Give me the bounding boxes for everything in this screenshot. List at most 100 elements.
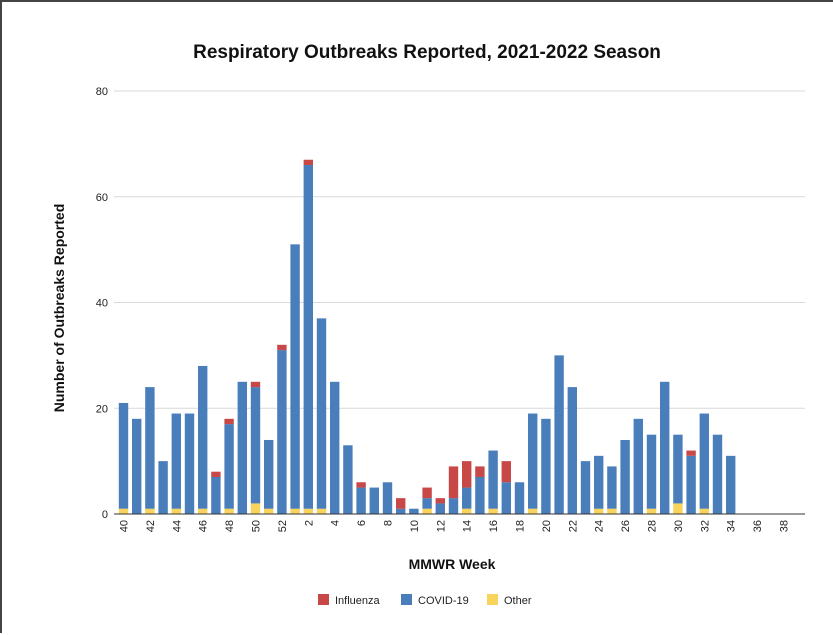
bar-other-week-48 bbox=[224, 508, 234, 514]
x-tick-label: 2 bbox=[303, 520, 315, 526]
bar-covid-19-week-10 bbox=[409, 508, 419, 514]
x-tick-label: 22 bbox=[567, 520, 579, 532]
bar-covid-19-week-18 bbox=[514, 482, 525, 514]
y-tick-label: 40 bbox=[96, 298, 108, 310]
x-tick-label: 20 bbox=[541, 520, 553, 532]
bar-other-week-30 bbox=[673, 503, 683, 514]
bar-covid-19-week-51 bbox=[264, 439, 274, 509]
bar-covid-19-week-11 bbox=[422, 498, 432, 509]
bar-covid-19-week-32 bbox=[699, 413, 709, 509]
bar-other-week-25 bbox=[607, 508, 617, 514]
x-tick-label: 16 bbox=[488, 520, 500, 532]
bar-other-week-24 bbox=[594, 508, 604, 514]
bar-covid-19-week-30 bbox=[673, 434, 683, 504]
bar-other-week-44 bbox=[171, 508, 181, 514]
legend-label: COVID-19 bbox=[418, 595, 469, 607]
bar-influenza-week-47 bbox=[211, 471, 221, 477]
bar-influenza-week-50 bbox=[250, 381, 261, 388]
bar-covid-19-week-7 bbox=[369, 487, 379, 514]
bar-covid-19-week-20 bbox=[541, 418, 551, 514]
x-tick-label: 34 bbox=[726, 520, 738, 532]
chart-title: Respiratory Outbreaks Reported, 2021-202… bbox=[193, 42, 661, 63]
x-tick-label: 18 bbox=[515, 520, 527, 532]
x-tick-label: 28 bbox=[647, 520, 659, 532]
x-tick-label: 50 bbox=[251, 520, 263, 532]
x-tick-label: 46 bbox=[198, 520, 210, 532]
bar-covid-19-week-14 bbox=[462, 487, 472, 509]
bar-covid-19-week-25 bbox=[607, 466, 617, 509]
bar-other-week-40 bbox=[118, 508, 129, 514]
bar-covid-19-week-44 bbox=[171, 413, 181, 509]
x-tick-label: 38 bbox=[779, 520, 791, 532]
x-tick-label: 44 bbox=[171, 520, 183, 532]
x-tick-label: 8 bbox=[383, 520, 395, 526]
bar-other-week-3 bbox=[316, 508, 327, 514]
bar-influenza-week-11 bbox=[422, 487, 432, 499]
bar-other-week-19 bbox=[528, 508, 538, 514]
bar-covid-19-week-15 bbox=[475, 476, 485, 514]
y-axis-ticks: 0 20 40 60 80 bbox=[96, 86, 108, 521]
x-axis-ticks: 40 42 44 46 48 50 52 2 4 6 8 10 12 14 16 18 20 22 24 26 28 30… bbox=[119, 520, 791, 532]
bar-influenza-week-12 bbox=[435, 498, 445, 504]
legend-label: Other bbox=[504, 595, 532, 607]
bar-covid-19-week-40 bbox=[118, 402, 129, 509]
bar-influenza-week-14 bbox=[462, 461, 472, 488]
bar-covid-19-week-27 bbox=[633, 418, 643, 514]
x-tick-label: 14 bbox=[462, 520, 474, 532]
y-tick-label: 80 bbox=[96, 86, 108, 98]
x-tick-label: 24 bbox=[594, 520, 606, 532]
bar-covid-19-week-49 bbox=[237, 381, 247, 514]
bar-covid-19-week-34 bbox=[726, 455, 736, 514]
bar-other-week-51 bbox=[264, 508, 274, 514]
bar-other-week-28 bbox=[646, 508, 657, 514]
legend-swatch-covid-19 bbox=[401, 594, 412, 605]
bar-influenza-week-48 bbox=[224, 418, 234, 425]
bar-covid-19-week-6 bbox=[356, 487, 366, 514]
x-tick-label: 42 bbox=[145, 520, 157, 532]
x-tick-label: 36 bbox=[752, 520, 764, 532]
x-tick-label: 52 bbox=[277, 520, 289, 532]
bar-influenza-week-15 bbox=[475, 466, 485, 477]
bar-influenza-week-17 bbox=[501, 461, 511, 483]
bar-covid-19-week-8 bbox=[382, 482, 393, 514]
bar-other-week-11 bbox=[422, 508, 432, 514]
bar-other-week-2 bbox=[303, 508, 313, 514]
bar-other-week-14 bbox=[462, 508, 472, 514]
bar-other-week-46 bbox=[198, 508, 208, 514]
bar-covid-19-week-17 bbox=[501, 482, 511, 514]
bar-covid-19-week-28 bbox=[646, 434, 657, 509]
bars bbox=[118, 159, 736, 515]
bar-other-week-1 bbox=[290, 508, 300, 514]
x-tick-label: 26 bbox=[620, 520, 632, 532]
legend-label: Influenza bbox=[335, 595, 381, 607]
bar-covid-19-week-22 bbox=[567, 387, 577, 514]
bar-covid-19-week-52 bbox=[277, 350, 287, 514]
x-tick-label: 6 bbox=[356, 520, 368, 526]
bar-other-week-32 bbox=[699, 508, 709, 514]
bar-covid-19-week-47 bbox=[211, 476, 221, 514]
bar-covid-19-week-41 bbox=[132, 418, 142, 514]
bar-covid-19-week-29 bbox=[660, 381, 670, 514]
x-tick-label: 40 bbox=[119, 520, 131, 532]
bar-covid-19-week-43 bbox=[158, 461, 168, 515]
x-tick-label: 4 bbox=[330, 520, 342, 526]
bar-covid-19-week-3 bbox=[316, 318, 327, 509]
bar-covid-19-week-50 bbox=[250, 387, 261, 504]
legend-swatch-other bbox=[487, 594, 498, 605]
x-tick-label: 10 bbox=[409, 520, 421, 532]
y-tick-label: 0 bbox=[102, 509, 108, 521]
x-tick-label: 30 bbox=[673, 520, 685, 532]
bar-covid-19-week-48 bbox=[224, 424, 234, 509]
bar-covid-19-week-45 bbox=[184, 413, 195, 514]
x-axis-title: MMWR Week bbox=[409, 556, 496, 572]
bar-covid-19-week-1 bbox=[290, 244, 300, 509]
y-tick-label: 60 bbox=[96, 192, 108, 204]
bar-influenza-week-9 bbox=[396, 498, 406, 509]
bar-other-week-50 bbox=[250, 503, 261, 514]
bar-covid-19-week-9 bbox=[396, 508, 406, 514]
bar-covid-19-week-21 bbox=[554, 355, 564, 515]
bar-influenza-week-31 bbox=[686, 450, 696, 456]
bar-covid-19-week-46 bbox=[198, 365, 208, 509]
